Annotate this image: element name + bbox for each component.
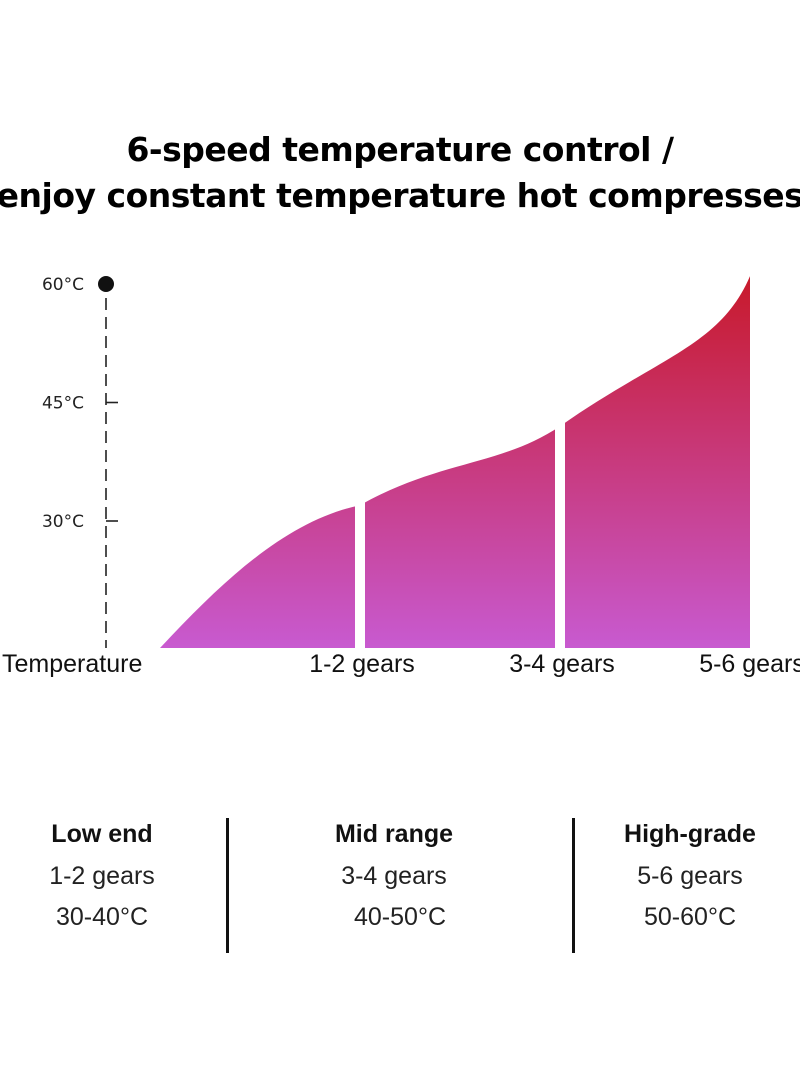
y-tick-label: 45°C <box>42 394 84 414</box>
tier-mid-range: Mid range 3-4 gears 40-50°C <box>284 815 504 939</box>
tier-high-grade: High-grade 5-6 gears 50-60°C <box>580 815 800 939</box>
x-category-label: 3-4 gears <box>509 650 615 678</box>
tier-name: Low end <box>51 820 153 848</box>
y-tick-label: 60°C <box>42 275 84 295</box>
chart-title-line-2: enjoy constant temperature hot compresse… <box>0 176 800 215</box>
tier-name: Mid range <box>334 820 454 848</box>
tier-temperature: 30-40°C <box>56 903 148 931</box>
tier-temperature: 50-60°C <box>644 903 736 931</box>
tier-temperature: 40-50°C <box>354 903 446 931</box>
area-segment-5-6-gears <box>565 276 750 648</box>
x-axis-label: Temperature <box>2 650 142 678</box>
tier-gears: 3-4 gears <box>341 862 447 890</box>
tier-low-end: Low end 1-2 gears 30-40°C <box>0 815 212 939</box>
area-segment-1-2-gears <box>160 276 355 648</box>
chart-title-line-1: 6-speed temperature control / <box>126 130 674 169</box>
tier-name: High-grade <box>624 820 756 848</box>
tier-gears: 1-2 gears <box>49 862 155 890</box>
tier-divider <box>572 818 575 953</box>
y-axis-end-dot <box>98 276 114 292</box>
tier-gears: 5-6 gears <box>637 862 743 890</box>
y-tick-label: 30°C <box>42 512 84 532</box>
x-category-label: 1-2 gears <box>309 650 415 678</box>
x-category-label: 5-6 gears <box>699 650 800 678</box>
area-segment-3-4-gears <box>365 276 555 648</box>
temperature-chart: 60°C 45°C 30°C Temperature 1-2 gears 3-4 gea… <box>2 275 800 678</box>
tier-divider <box>226 818 229 953</box>
